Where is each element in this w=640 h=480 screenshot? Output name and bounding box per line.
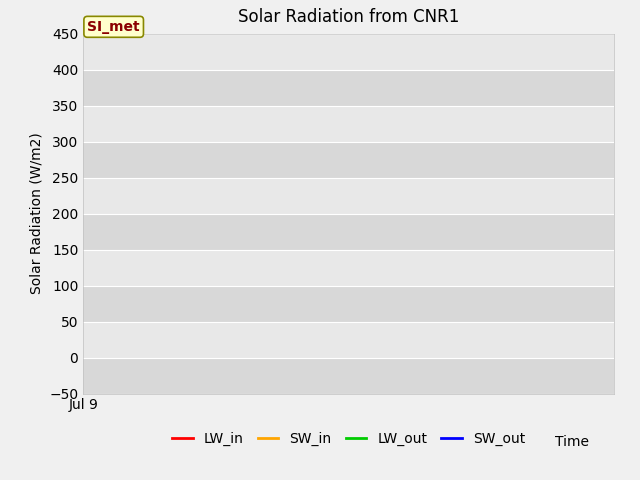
Bar [83,70,614,106]
Y-axis label: Solar Radiation (W/m2): Solar Radiation (W/m2) [29,133,44,294]
Bar [83,322,614,358]
Title: Solar Radiation from CNR1: Solar Radiation from CNR1 [238,9,460,26]
Legend: LW_in, SW_in, LW_out, SW_out: LW_in, SW_in, LW_out, SW_out [166,426,531,452]
Text: Time: Time [555,435,589,449]
Bar [83,214,614,250]
Bar [83,250,614,286]
Bar [83,286,614,322]
Bar [83,142,614,178]
Bar [83,34,614,70]
Text: SI_met: SI_met [88,20,140,34]
Bar [83,106,614,142]
Bar [83,178,614,214]
Bar [83,358,614,394]
